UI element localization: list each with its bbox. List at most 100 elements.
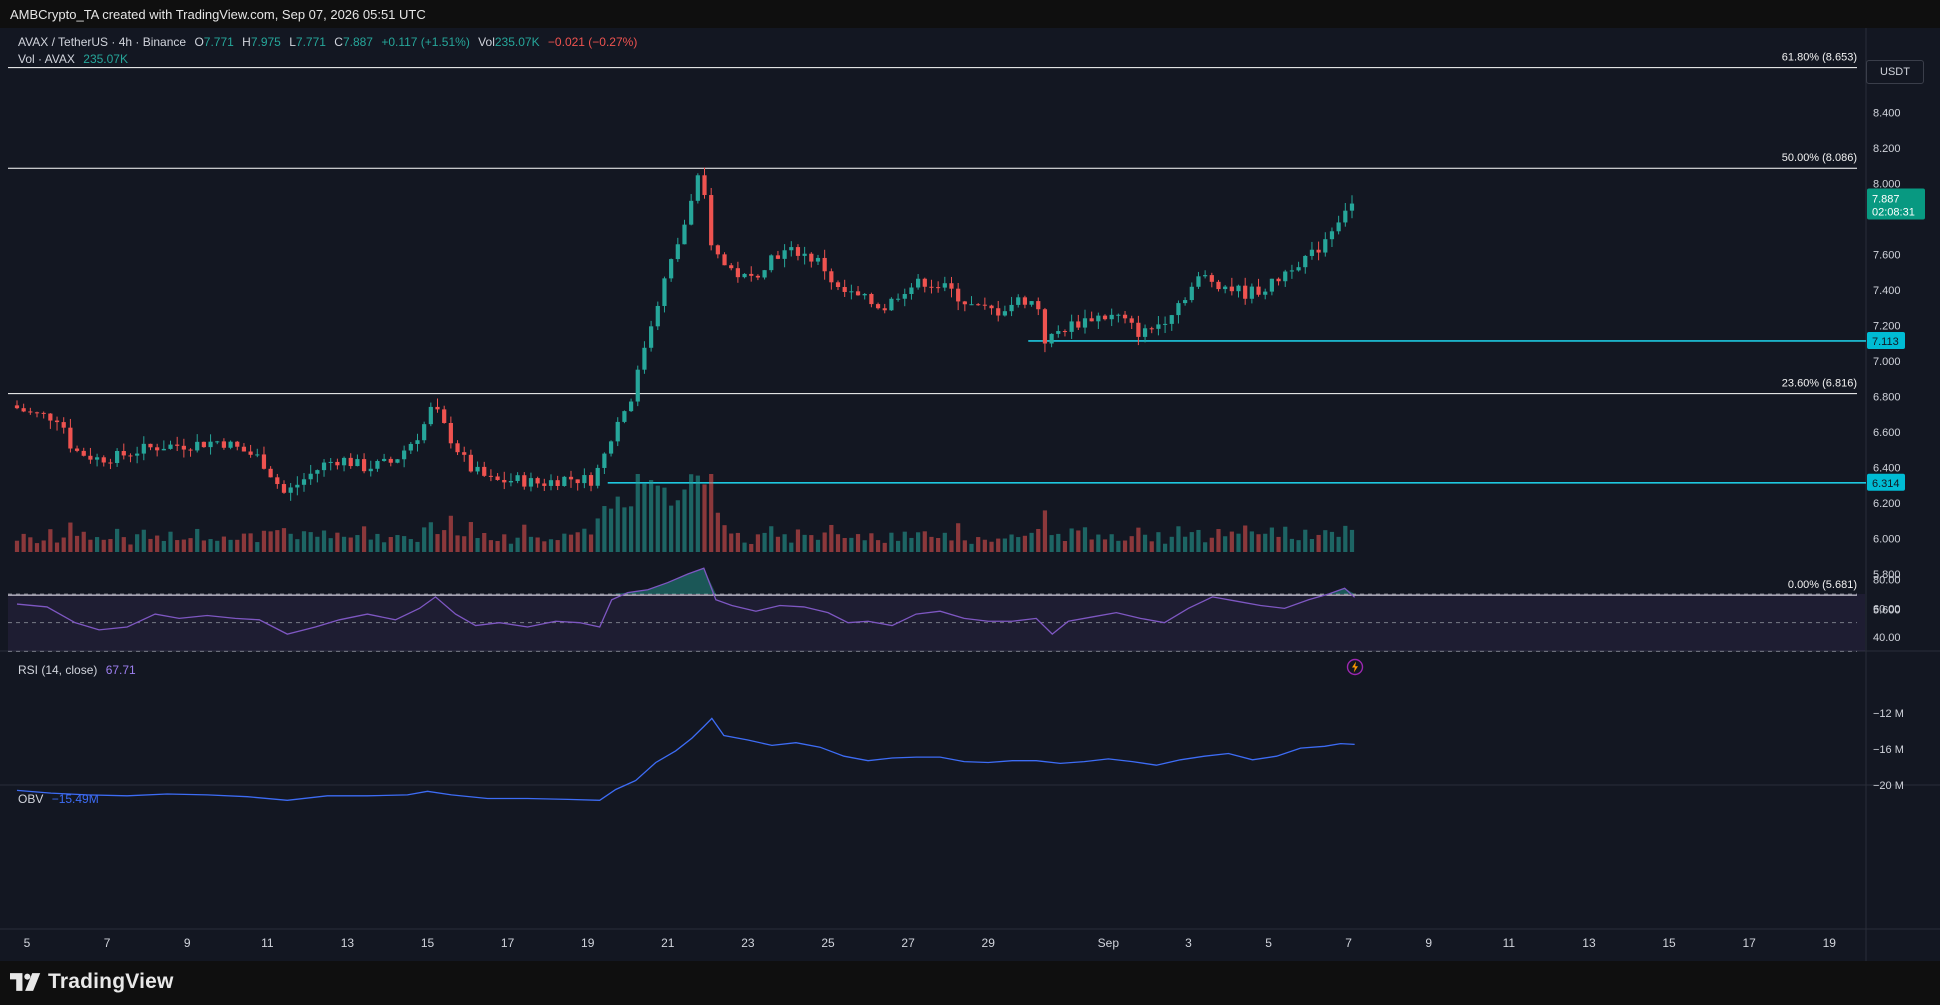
rsi-label[interactable]: RSI (14, close) [18, 663, 98, 677]
volume-bar [715, 512, 720, 552]
volume-bar [902, 531, 907, 552]
candle-body [989, 305, 994, 309]
obv-label[interactable]: OBV [18, 792, 44, 806]
candle-body [1069, 321, 1074, 332]
candle-body [882, 308, 887, 311]
volume-series-label[interactable]: Vol · AVAX [18, 52, 75, 66]
volume-bar [989, 541, 994, 552]
volume-bar [1269, 527, 1274, 552]
time-tick-label: 9 [184, 936, 191, 950]
volume-bar [929, 536, 934, 552]
time-tick-label: 11 [261, 936, 274, 950]
alert-icon[interactable] [1346, 658, 1364, 676]
volume-bar [1089, 539, 1094, 552]
volume-series-value: 235.07K [83, 52, 128, 66]
candle-body [929, 286, 934, 288]
candle-body [889, 298, 894, 311]
support-price-label: 6.314 [1872, 478, 1900, 490]
candle-body [435, 406, 440, 410]
top-caption-bar: AMBCrypto_TA created with TradingView.co… [0, 0, 1940, 28]
fib-level-label: 23.60% (6.816) [1782, 378, 1857, 390]
support-price-label: 7.113 [1872, 336, 1899, 348]
candle-body [1196, 276, 1201, 287]
candle-body [1169, 315, 1174, 324]
candle-body [775, 255, 781, 259]
candle-body [148, 443, 153, 448]
close-value: 7.887 [342, 35, 373, 49]
candle-body [281, 484, 287, 493]
chart-svg[interactable]: 8.6008.4008.2008.0007.6007.4007.2007.000… [0, 28, 1940, 961]
time-tick-label: 7 [1345, 936, 1352, 950]
volume-bar [321, 530, 327, 552]
volume-bar [168, 531, 173, 552]
volume-bar [275, 530, 280, 552]
candle-body [268, 468, 273, 478]
volume-bar [608, 508, 614, 552]
vol-change: −0.021 (−0.27%) [547, 35, 638, 49]
volume-bar [755, 534, 761, 552]
candle-body [1002, 311, 1007, 316]
volume-bar [435, 534, 440, 552]
candle-body [949, 283, 954, 289]
candle-body [115, 450, 120, 464]
volume-bar [215, 540, 220, 552]
currency-button[interactable]: USDT [1866, 60, 1924, 84]
candle-body [555, 480, 560, 486]
volume-bar [869, 533, 874, 552]
volume-bar [1176, 526, 1181, 552]
candle-body [355, 459, 360, 467]
candle-body [956, 288, 961, 302]
volume-bar [1062, 540, 1068, 552]
volume-bar [689, 474, 694, 552]
candle-body [962, 301, 967, 305]
obv-legend: OBV −15.49M [18, 792, 104, 806]
candle-body [855, 291, 861, 296]
rsi-legend: RSI (14, close) 67.71 [18, 663, 141, 677]
volume-bar [48, 529, 53, 552]
volume-bar [1336, 536, 1341, 552]
candle-body [74, 448, 80, 451]
time-tick-label: 11 [1503, 936, 1516, 950]
candle-body [108, 462, 113, 464]
volume-bar [1109, 534, 1114, 552]
candle-body [902, 294, 907, 299]
volume-bar [922, 531, 927, 552]
volume-bar [1316, 534, 1321, 552]
candle-body [1009, 304, 1014, 312]
volume-bar [1196, 529, 1201, 552]
candle-body [201, 441, 206, 448]
volume-bar [1129, 536, 1134, 552]
candle-body [395, 459, 400, 463]
candle-body [482, 466, 487, 476]
candle-body [869, 294, 874, 305]
tradingview-brand[interactable]: TradingView [10, 970, 174, 994]
volume-bar [1243, 525, 1248, 552]
symbol-label[interactable]: AVAX / TetherUS · 4h · Binance [18, 35, 187, 49]
volume-bar [1142, 534, 1148, 552]
candle-body [375, 460, 380, 469]
volume-bar [101, 539, 106, 552]
volume-bar [1042, 510, 1048, 552]
volume-bar [729, 533, 734, 552]
candle-body [1062, 331, 1068, 333]
candle-body [942, 283, 947, 288]
volume-bar [936, 538, 941, 552]
chart-caption: AMBCrypto_TA created with TradingView.co… [10, 7, 426, 22]
obv-line [16, 717, 1355, 801]
volume-bar [188, 538, 193, 552]
time-tick-label: 15 [421, 936, 435, 950]
volume-bar [1082, 527, 1088, 552]
candle-body [1122, 314, 1128, 319]
rsi-tick-label: 80.00 [1873, 575, 1901, 587]
volume-bar [141, 529, 146, 552]
volume-bar [295, 539, 300, 552]
candle-body [128, 455, 133, 457]
candle-body [448, 422, 453, 444]
volume-bar [1022, 535, 1028, 552]
volume-bar [976, 537, 981, 552]
volume-bar [795, 529, 801, 552]
chart-area[interactable]: 8.6008.4008.2008.0007.6007.4007.2007.000… [0, 28, 1940, 961]
volume-bar [361, 526, 367, 552]
volume-bar [1256, 534, 1261, 552]
candle-body [1343, 210, 1348, 223]
